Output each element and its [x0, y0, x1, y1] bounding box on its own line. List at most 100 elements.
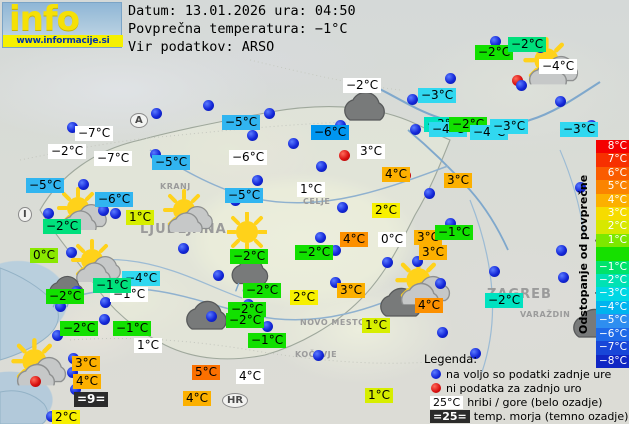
temperature-label: 3°C: [337, 283, 366, 298]
station-dot-available[interactable]: [78, 179, 89, 190]
temperature-label: 2°C: [372, 203, 401, 218]
station-dot-available[interactable]: [110, 208, 121, 219]
station-dot-available[interactable]: [213, 270, 224, 281]
temperature-label: −5°C: [225, 188, 264, 203]
station-dot-available[interactable]: [316, 161, 327, 172]
station-dot-available[interactable]: [575, 182, 586, 193]
color-scale-cell: 6°C: [596, 166, 629, 181]
station-dot-available[interactable]: [412, 256, 423, 267]
temperature-label: −6°C: [229, 150, 268, 165]
sea-temperature-label: =9=: [74, 392, 109, 407]
station-dot-available[interactable]: [252, 175, 263, 186]
station-dot-available[interactable]: [262, 321, 273, 332]
color-scale-cell: −1°C: [596, 260, 629, 275]
station-dot-available[interactable]: [247, 130, 258, 141]
temperature-label: −6°C: [95, 192, 134, 207]
station-dot-available[interactable]: [516, 80, 527, 91]
legend-title: Legenda:: [424, 352, 478, 366]
color-scale-cell: −7°C: [596, 341, 629, 355]
temperature-label: −7°C: [94, 151, 133, 166]
country-marker: HR: [222, 393, 249, 408]
legend-swatch: [430, 383, 442, 393]
station-dot-available[interactable]: [288, 138, 299, 149]
temperature-label: −2°C: [508, 37, 547, 52]
temperature-label: 0°C: [30, 248, 59, 263]
temperature-label: −2°C: [475, 45, 514, 60]
station-dot-available[interactable]: [315, 232, 326, 243]
station-dot-available[interactable]: [435, 278, 446, 289]
station-dot-available[interactable]: [558, 272, 569, 283]
station-dot-available[interactable]: [337, 202, 348, 213]
temperature-label: 2°C: [52, 410, 81, 424]
temperature-label: 1°C: [365, 388, 394, 403]
legend-sample-chip: 25°C: [430, 395, 464, 409]
color-scale-cell: [596, 247, 629, 261]
temperature-label: −1°C: [248, 333, 287, 348]
header-source-line: Vir podatkov: ARSO: [128, 39, 275, 55]
temperature-label: 4°C: [382, 167, 411, 182]
temperature-label: 4°C: [183, 391, 212, 406]
station-dot-missing[interactable]: [30, 376, 41, 387]
temperature-label: −2°C: [243, 283, 282, 298]
station-dot-available[interactable]: [437, 327, 448, 338]
station-dot-available[interactable]: [52, 330, 63, 341]
station-dot-available[interactable]: [150, 149, 161, 160]
color-scale-cell: −6°C: [596, 327, 629, 342]
station-dot-available[interactable]: [407, 94, 418, 105]
station-dot-available[interactable]: [410, 124, 421, 135]
temperature-label: 2°C: [290, 290, 319, 305]
station-dot-available[interactable]: [556, 245, 567, 256]
color-scale-cell: 3°C: [596, 207, 629, 221]
station-dot-available[interactable]: [55, 301, 66, 312]
temperature-label: −1°C: [93, 278, 132, 293]
station-dot-available[interactable]: [46, 411, 57, 422]
station-dot-missing[interactable]: [339, 150, 350, 161]
station-dot-available[interactable]: [264, 108, 275, 119]
header-info: Datum: 13.01.2026 ura: 04:50 Povprečna t…: [128, 2, 356, 56]
color-scale-cell: 5°C: [596, 180, 629, 194]
station-dot-available[interactable]: [489, 266, 500, 277]
station-dot-available[interactable]: [66, 247, 77, 258]
sun-icon: [227, 212, 267, 252]
station-dot-available[interactable]: [100, 297, 111, 308]
legend-station-dot-icon: [431, 383, 441, 393]
temperature-label: −2°C: [60, 321, 99, 336]
station-dot-available[interactable]: [67, 122, 78, 133]
temperature-label: −2°C: [485, 293, 524, 308]
color-scale-cell: −3°C: [596, 287, 629, 301]
station-dot-available[interactable]: [445, 218, 456, 229]
station-dot-available[interactable]: [206, 311, 217, 322]
station-dot-available[interactable]: [67, 367, 78, 378]
station-dot-available[interactable]: [382, 257, 393, 268]
temperature-label: 4°C: [236, 369, 265, 384]
temperature-label: 1°C: [297, 182, 326, 197]
station-dot-available[interactable]: [470, 348, 481, 359]
station-dot-available[interactable]: [178, 243, 189, 254]
station-dot-available[interactable]: [70, 384, 81, 395]
station-dot-available[interactable]: [555, 96, 566, 107]
station-dot-available[interactable]: [43, 208, 54, 219]
station-dot-available[interactable]: [445, 73, 456, 84]
temperature-label: 3°C: [414, 230, 443, 245]
station-dot-available[interactable]: [151, 108, 162, 119]
station-dot-available[interactable]: [424, 188, 435, 199]
color-scale-cell: 1°C: [596, 233, 629, 248]
site-logo[interactable]: info www.informacije.si: [2, 0, 123, 48]
station-dot-available[interactable]: [99, 314, 110, 325]
temperature-label: −2°C: [230, 249, 269, 264]
station-dot-available[interactable]: [330, 245, 341, 256]
station-dot-available[interactable]: [203, 100, 214, 111]
temperature-label: 1°C: [126, 210, 155, 225]
station-dot-available[interactable]: [98, 205, 109, 216]
station-dot-available[interactable]: [330, 277, 341, 288]
station-dot-available[interactable]: [490, 36, 501, 47]
sun-behind-cloud-icon: [68, 238, 126, 282]
temperature-label: −1°C: [113, 321, 152, 336]
legend-row: na voljo so podatki zadnje ure: [430, 367, 628, 381]
country-marker: A: [130, 113, 148, 128]
color-scale-cell: −2°C: [596, 274, 629, 288]
station-dot-available[interactable]: [313, 350, 324, 361]
city-name-label: KRANJ: [160, 182, 191, 191]
legend-row-label: ni podatka za zadnjo uro: [446, 381, 582, 395]
logo-wordmark: info: [9, 0, 80, 39]
